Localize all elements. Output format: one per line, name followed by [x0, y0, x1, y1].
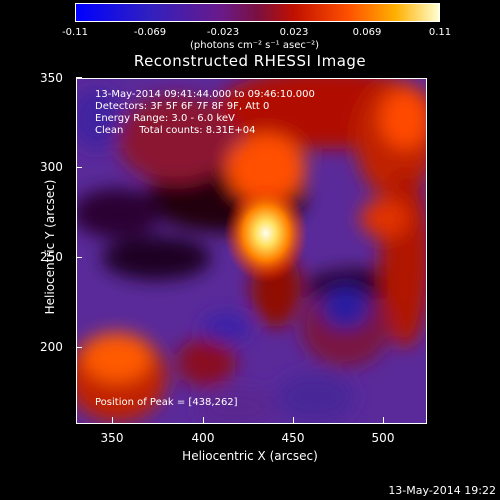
- image-map: [77, 79, 426, 423]
- x-tick-mark: [112, 417, 113, 423]
- colorbar-gradient: [76, 4, 439, 21]
- colorbar-tick: -0.023: [206, 27, 240, 38]
- x-axis-label: Heliocentric X (arcsec): [182, 449, 318, 463]
- colorbar-tick: -0.069: [133, 27, 167, 38]
- colorbar-tick: 0.11: [428, 27, 452, 38]
- detectors-label: Detectors: 3F 5F 6F 7F 8F 9F, Att 0: [95, 101, 270, 112]
- x-tick-label: 400: [191, 431, 215, 445]
- y-tick-mark: [76, 167, 82, 168]
- plot-title: Reconstructed RHESSI Image: [133, 52, 367, 70]
- x-tick-mark: [203, 417, 204, 423]
- peak-position-label: Position of Peak = [438,262]: [95, 397, 238, 408]
- x-tick-mark: [293, 417, 294, 423]
- energy-range-label: Energy Range: 3.0 - 6.0 keV: [95, 113, 235, 124]
- colorbar-tick: 0.069: [352, 27, 382, 38]
- x-tick-label: 350: [100, 431, 124, 445]
- y-tick-label: 300: [40, 160, 63, 174]
- colorbar: [75, 3, 440, 22]
- y-tick-mark: [76, 257, 82, 258]
- y-tick-mark: [76, 77, 82, 78]
- clean-counts-label: Clean Total counts: 8.31E+04: [95, 125, 256, 136]
- colorbar-tick: 0.023: [279, 27, 309, 38]
- colorbar-units: (photons cm⁻² s⁻¹ asec⁻²): [190, 40, 320, 51]
- x-tick-label: 450: [281, 431, 305, 445]
- y-tick-label: 350: [40, 71, 63, 85]
- timestamp: 13-May-2014 19:22: [388, 484, 496, 497]
- y-axis-label: Heliocentric Y (arcsec): [43, 179, 57, 315]
- time-range-label: 13-May-2014 09:41:44.000 to 09:46:10.000: [95, 89, 315, 100]
- y-tick-label: 200: [40, 340, 63, 354]
- y-tick-mark: [76, 347, 82, 348]
- colorbar-tick: -0.11: [62, 27, 88, 38]
- y-tick-label: 250: [40, 250, 63, 264]
- x-tick-mark: [383, 417, 384, 423]
- image-map-frame: [76, 78, 427, 424]
- x-tick-label: 500: [371, 431, 395, 445]
